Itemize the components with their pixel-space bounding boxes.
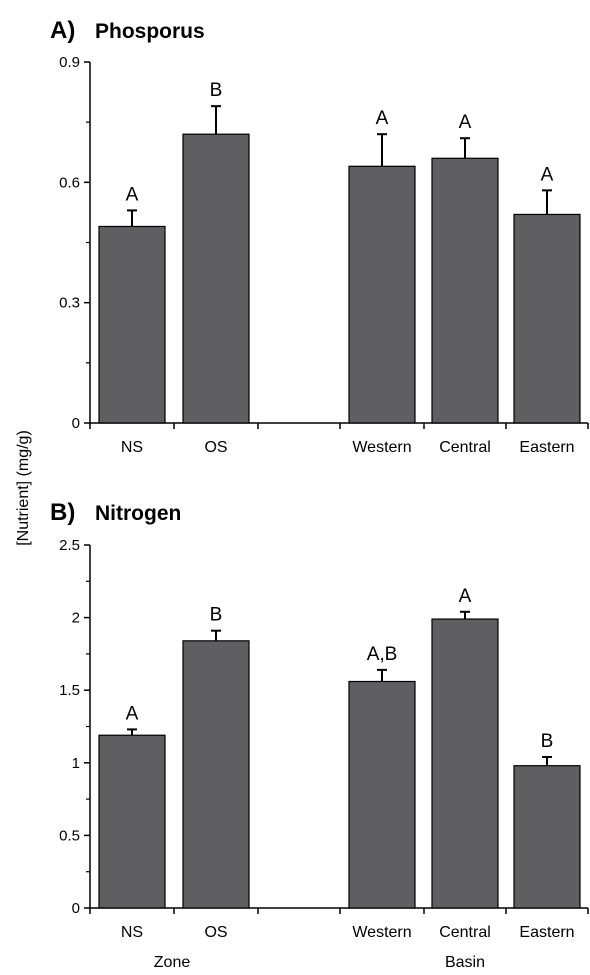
panel-b-y-tick-label: 2.5 [59,537,80,554]
panel-b-significance-label: A [459,586,472,607]
panel-a-letter: A) [50,17,75,44]
panel-a-y-tick-label: 0.3 [59,295,80,312]
panel-a-category-label: Central [439,439,491,456]
panel-b-y-tick-label: 0 [72,900,80,917]
panel-a-bar [182,133,250,424]
panel-a-y-tick-label: 0.6 [59,174,80,191]
panel-b-y-tick-label: 1 [72,755,80,772]
panel-a-bar [98,225,166,424]
panel-b-significance-label: B [210,605,223,626]
panel-b-title: Nitrogen [95,502,181,525]
panel-b-y-tick-label: 2 [72,610,80,627]
panel-b-category-label: Central [439,924,491,941]
panel-a-bar [431,157,499,424]
panel-b-bar [431,618,499,909]
panel-a-significance-label: B [210,80,223,101]
panel-a-title: Phosporus [95,20,205,43]
panel-a-y-tick-label: 0.9 [59,54,80,71]
panel-a-bar [348,165,416,424]
y-axis-label: [Nutrient] (mg/g) [15,430,32,546]
panel-a-bar [513,213,581,424]
panel-a-category-label: Eastern [519,439,574,456]
panel-b-y-tick-label: 0.5 [59,827,80,844]
panel-b-significance-label: A,B [367,644,398,665]
panel-a-y-tick-label: 0 [72,415,80,432]
panel-b-bar [513,765,581,909]
zone-group-label: Zone [154,954,191,971]
panel-b-significance-label: B [541,731,554,752]
panel-a-significance-label: A [126,184,139,205]
panel-b-letter: B) [50,499,75,526]
panel-b-plot: 0 0.5 1 1.5 2 2.5 A NS B OS A,B Western A Central B Eas… [59,537,589,941]
panel-a-significance-label: A [376,108,389,129]
panel-a-significance-label: A [541,164,554,185]
panel-a-category-label: Western [352,439,411,456]
panel-b-category-label: NS [121,924,143,941]
panel-b-bar [98,734,166,909]
panel-a-category-label: NS [121,439,143,456]
panel-a-category-label: OS [204,439,227,456]
basin-group-label: Basin [445,954,485,971]
panel-b-bar [182,640,250,909]
panel-b-y-tick-label: 1.5 [59,682,80,699]
panel-b-bar [348,680,416,909]
panel-a-significance-label: A [459,112,472,133]
panel-a-plot: 0 0.3 0.6 0.9 A NS B OS A Western A Central A Eastern [59,54,589,456]
panel-b-category-label: Eastern [519,924,574,941]
panel-b-category-label: OS [204,924,227,941]
panel-b-category-label: Western [352,924,411,941]
panel-b-significance-label: A [126,703,139,724]
